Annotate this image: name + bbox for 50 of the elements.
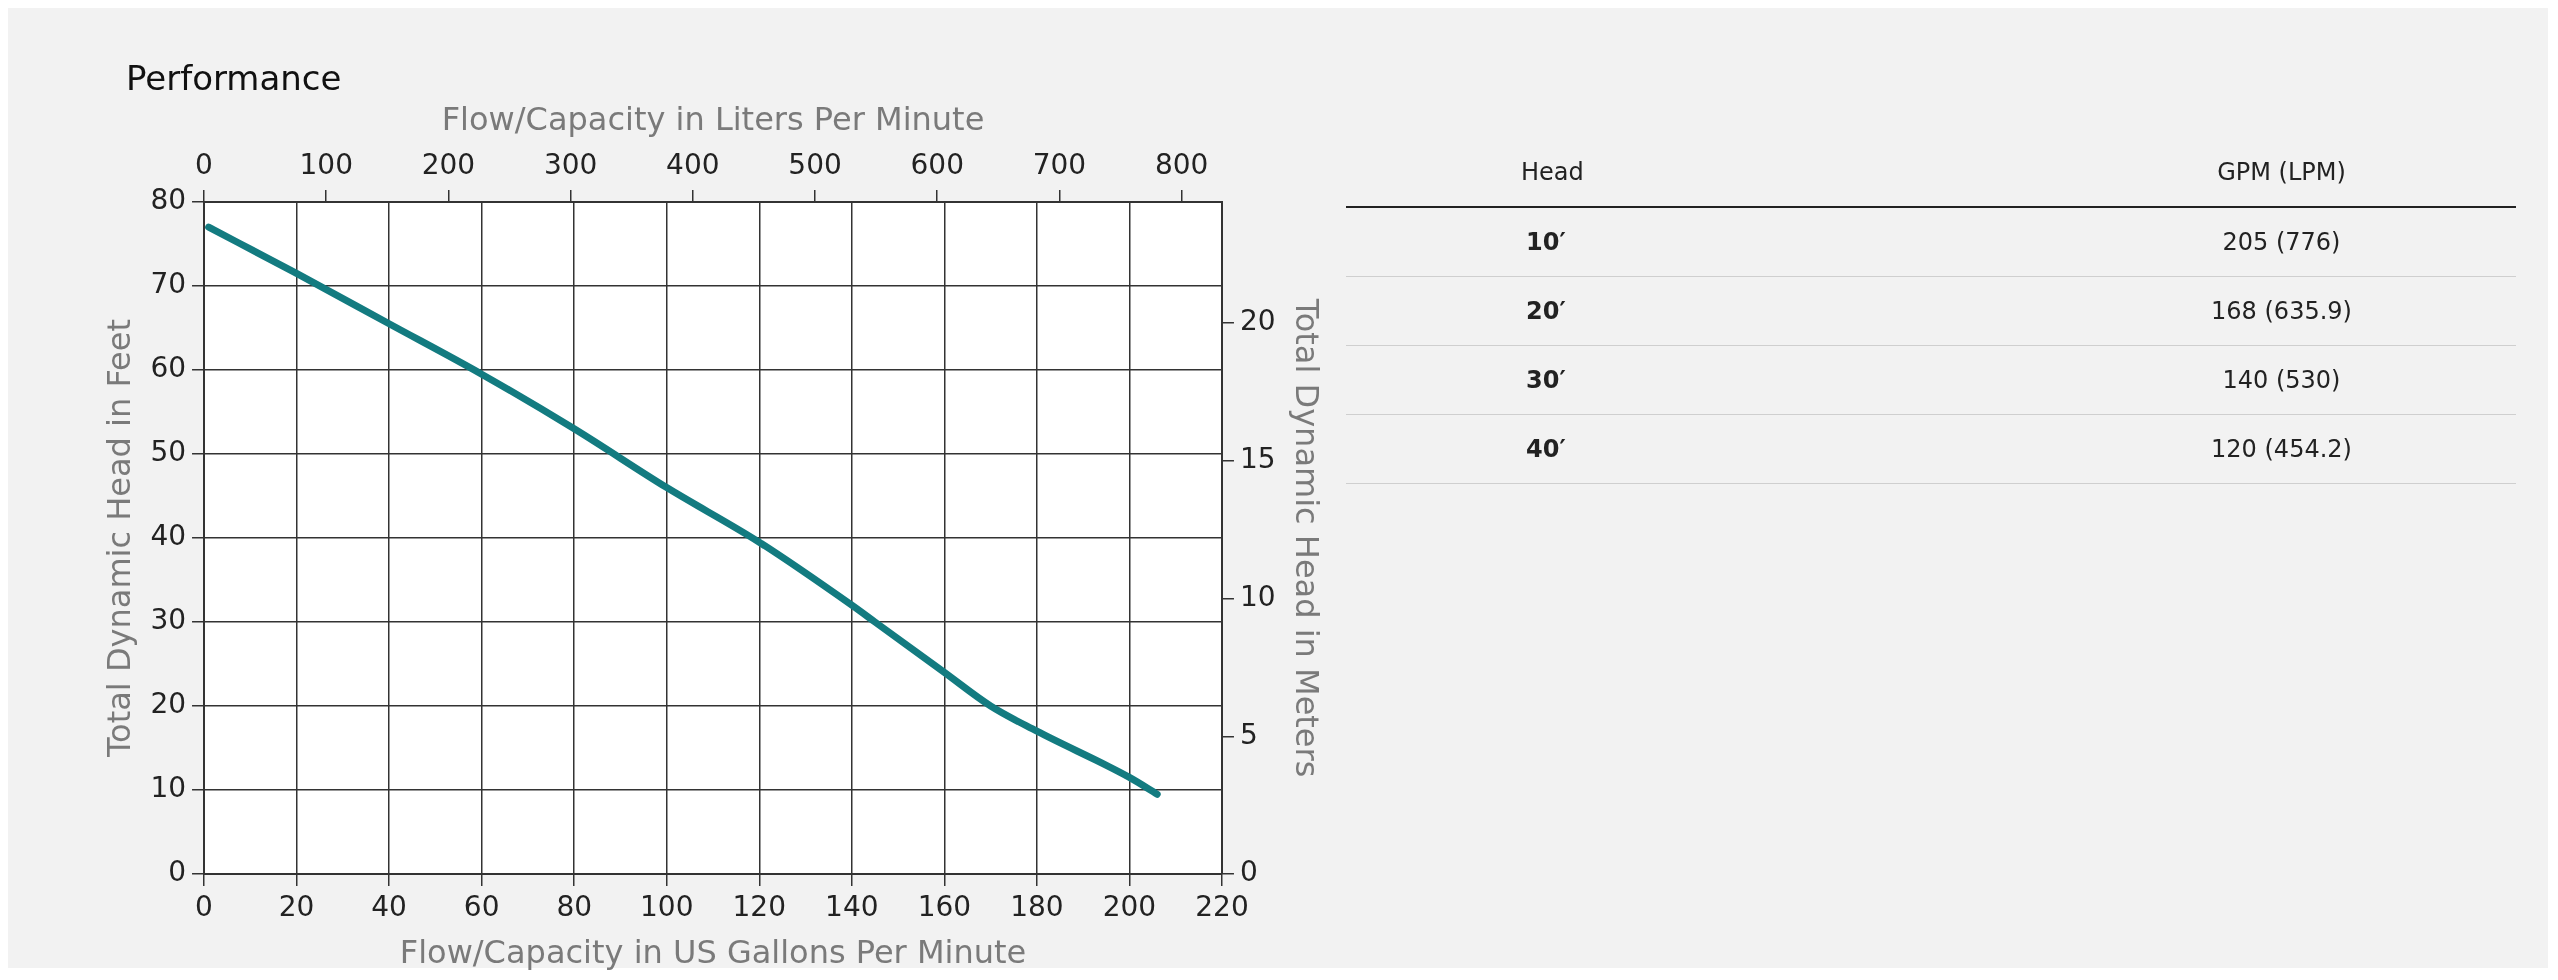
y-tick-label: 20 — [150, 687, 187, 721]
y-axis-title: Total Dynamic Head in Feet — [99, 319, 138, 758]
y-tick-label: 30 — [150, 603, 187, 637]
x-axis-title: Flow/Capacity in US Gallons Per Minute — [399, 933, 1027, 972]
y-tick-label: 0 — [168, 855, 187, 889]
text: 10′ — [1346, 207, 2047, 277]
y2-tick-label: 0 — [1239, 855, 1258, 889]
chart-title: Performance — [126, 58, 343, 98]
text: 120 (454.2) — [2047, 414, 2516, 484]
x-tick-label: 100 — [640, 890, 694, 924]
x2-tick-label: 600 — [910, 148, 964, 182]
x2-tick-label: 0 — [195, 148, 213, 182]
y2-tick-label: 15 — [1239, 442, 1276, 476]
y-tick-label: 60 — [150, 351, 187, 385]
text: 20′ — [1346, 276, 2047, 346]
x-tick-label: 60 — [463, 890, 500, 924]
x2-axis-title: Flow/Capacity in Liters Per Minute — [441, 99, 985, 138]
x-tick-label: 140 — [825, 890, 879, 924]
text: 140 (530) — [2047, 345, 2516, 415]
y-tick-label: 80 — [150, 183, 187, 217]
y-tick-label: 40 — [150, 519, 187, 553]
x2-tick-label: 500 — [788, 148, 842, 182]
y2-tick-label: 20 — [1239, 304, 1276, 338]
text: 168 (635.9) — [2047, 276, 2516, 346]
x-tick-label: 120 — [732, 890, 786, 924]
x-tick-label: 220 — [1195, 890, 1249, 924]
x-tick-label: 160 — [917, 890, 972, 924]
x2-tick-label: 400 — [666, 148, 720, 182]
x-tick-label: 0 — [195, 890, 213, 924]
x-tick-label: 40 — [371, 890, 407, 924]
x2-tick-label: 800 — [1154, 148, 1209, 182]
y2-tick-label: 10 — [1239, 579, 1276, 613]
x2-tick-label: 700 — [1032, 148, 1087, 182]
x2-tick-label: 200 — [421, 148, 476, 182]
x-tick-label: 20 — [278, 890, 315, 924]
text: 205 (776) — [2047, 207, 2516, 277]
x2-tick-label: 100 — [299, 148, 353, 182]
x2-tick-label: 300 — [543, 148, 598, 182]
y2-tick-label: 5 — [1239, 717, 1258, 751]
x-tick-label: 80 — [556, 890, 593, 924]
text: Head — [1346, 138, 2047, 207]
x-tick-label: 180 — [1010, 890, 1064, 924]
text: 30′ — [1346, 345, 2047, 415]
y-tick-label: 50 — [150, 435, 187, 469]
y-tick-label: 10 — [150, 771, 187, 805]
text: 40′ — [1346, 414, 2047, 484]
y-tick-label: 70 — [150, 267, 187, 301]
text: GPM (LPM) — [2047, 138, 2516, 207]
x-tick-label: 200 — [1102, 890, 1157, 924]
y2-axis-title: Total Dynamic Head in Meters — [1288, 297, 1327, 778]
